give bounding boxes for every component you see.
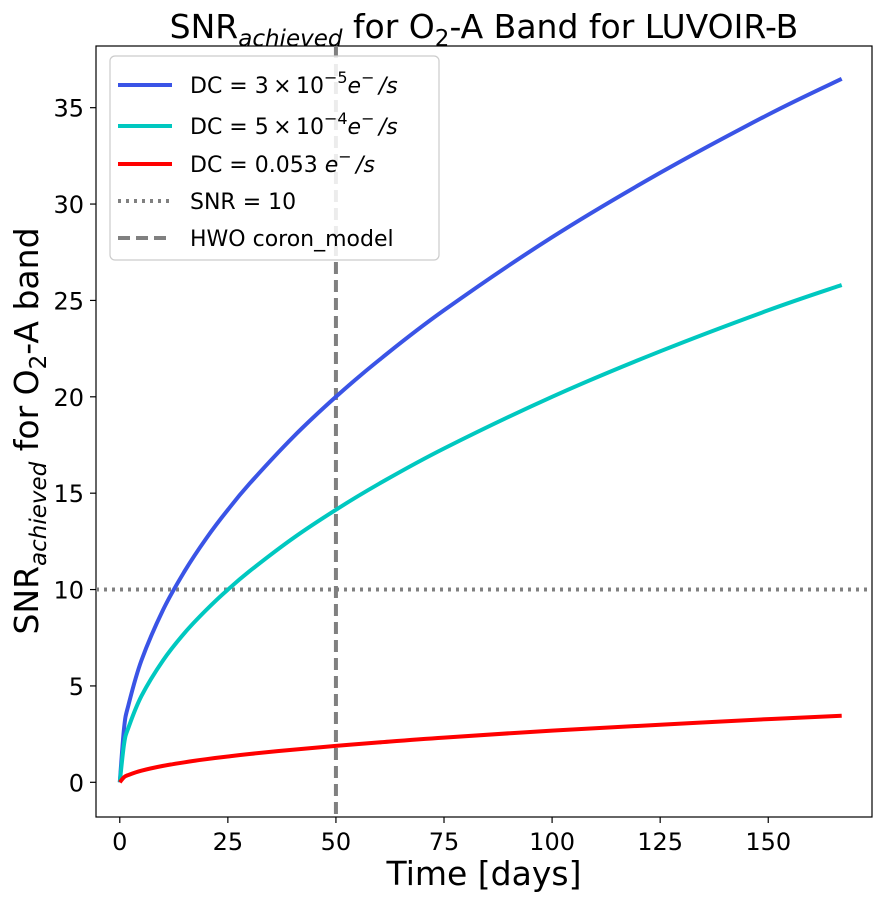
legend-times-sign: × [269, 74, 296, 99]
legend-label-reference-2: HWO coron_model [190, 227, 394, 252]
y-tick-label: 0 [69, 769, 84, 797]
legend-unit: e [348, 74, 362, 99]
y-tick-label: 5 [69, 673, 84, 701]
legend-text-part: DC = 3 [190, 74, 269, 99]
legend-unit-superscript: − [361, 68, 374, 87]
title-middle-subscript: 2 [435, 26, 450, 52]
plot-frame [95, 45, 873, 818]
y-tick-label: 10 [53, 577, 84, 605]
y-tick-label: 35 [53, 95, 84, 123]
legend-unit-tail: /s [352, 153, 375, 178]
y-tick-label: 15 [53, 480, 84, 508]
ylabel-middle: for O [7, 369, 46, 461]
legend-unit-superscript: − [338, 147, 351, 166]
legend-unit-tail: /s [375, 74, 398, 99]
ylabel-prefix: SNR [7, 566, 46, 635]
x-tick-label: 0 [112, 828, 127, 856]
legend-base: 10 [296, 74, 324, 99]
legend-times-sign: × [269, 115, 296, 140]
legend-label-series-3: DC = 0.053 e− /s [190, 147, 375, 178]
legend-base: 10 [296, 115, 324, 140]
chart-title: SNRachieved for O2-A Band for LUVOIR-B [170, 7, 799, 52]
ylabel-prefix-subscript: achieved [26, 461, 52, 566]
title-suffix: -A Band for LUVOIR-B [449, 7, 798, 46]
plot-area: 0 25 50 75 100 125 150 0 5 10 15 20 25 30 35 [53, 45, 873, 856]
series-line-2 [117, 283, 843, 783]
legend-text-part: DC = 5 [190, 115, 269, 140]
series-line-3 [118, 713, 842, 784]
legend-label-reference-1: SNR = 10 [190, 190, 296, 215]
legend-unit: e [318, 153, 339, 178]
series-line-1 [117, 76, 843, 783]
x-tick-label: 75 [429, 828, 460, 856]
x-tick-label: 125 [637, 828, 683, 856]
x-tick-label: 50 [321, 828, 352, 856]
legend-label-series-1: DC = 3 × 10−5e− /s [190, 68, 398, 99]
title-prefix: SNR [170, 7, 239, 46]
title-prefix-subscript: achieved [238, 26, 343, 52]
y-tick-label: 25 [53, 287, 84, 315]
legend-box [109, 55, 440, 261]
x-tick-label: 25 [213, 828, 244, 856]
legend-label-series-2: DC = 5 × 10−4e− /s [190, 109, 398, 140]
legend-text-part: DC = 0.053 [190, 153, 318, 178]
y-axis-label: SNRachieved for O2-A band [7, 227, 52, 634]
y-tick-label: 30 [53, 191, 84, 219]
title-middle: for O [342, 7, 434, 46]
legend-exponent: −5 [324, 68, 348, 87]
legend: DC = 3 × 10−5e− /sDC = 5 × 10−4e− /sDC =… [109, 55, 440, 261]
legend-exponent: −4 [324, 109, 348, 128]
ylabel-suffix: -A band [7, 227, 46, 354]
legend-unit: e [348, 115, 362, 140]
ylabel-middle-subscript: 2 [26, 355, 52, 370]
x-tick-label: 100 [529, 828, 575, 856]
x-axis-label: Time [days] [386, 854, 582, 893]
x-tick-label: 150 [745, 828, 791, 856]
y-tick-label: 20 [53, 384, 84, 412]
legend-unit-tail: /s [375, 115, 398, 140]
legend-unit-superscript: − [361, 109, 374, 128]
